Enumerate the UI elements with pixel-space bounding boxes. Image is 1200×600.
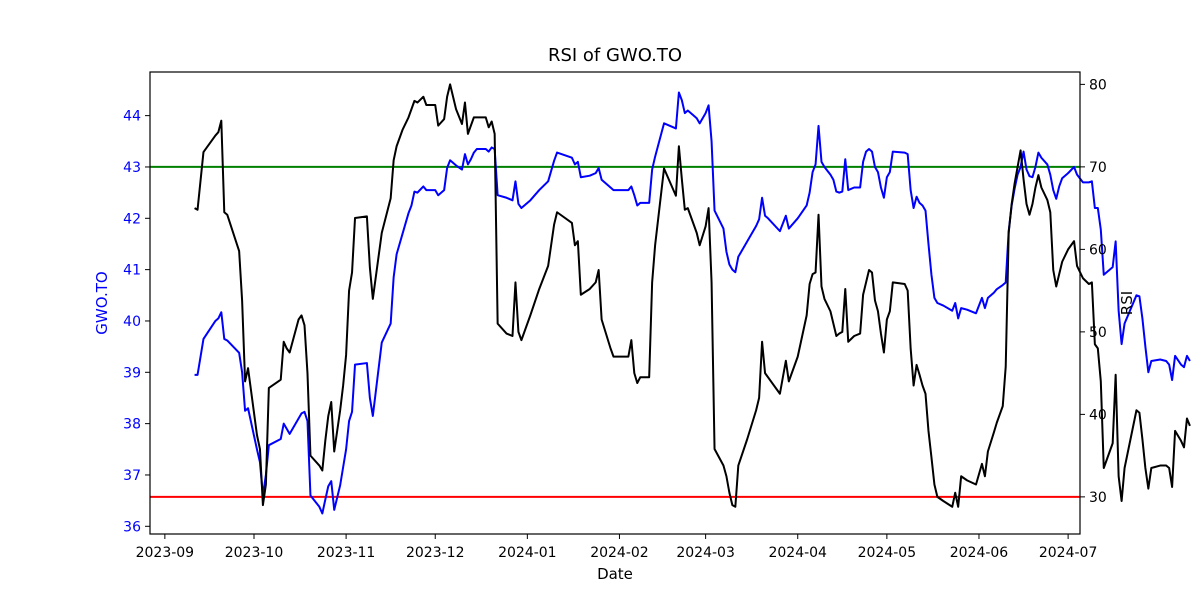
right-y-axis: 30 40 50 60 70 80 <box>1080 77 1107 506</box>
x-tick-label: 2024-01 <box>498 545 557 561</box>
right-y-tick-label: 40 <box>1089 407 1107 423</box>
left-y-tick-label: 37 <box>123 468 141 484</box>
left-y-tick-label: 42 <box>123 211 141 227</box>
left-y-axis-label: GWO.TO <box>93 271 111 334</box>
left-y-tick-label: 36 <box>123 519 141 535</box>
x-tick-label: 2024-05 <box>858 545 917 561</box>
right-y-tick-label: 70 <box>1089 160 1107 176</box>
x-tick-label: 2024-02 <box>590 545 649 561</box>
right-y-axis-label: RSI <box>1118 291 1136 315</box>
x-tick-label: 2024-03 <box>676 545 735 561</box>
threshold-lines <box>150 165 1080 498</box>
price-line <box>194 91 1191 515</box>
rsi-line <box>194 83 1191 508</box>
right-y-tick-label: 30 <box>1089 490 1107 506</box>
x-tick-label: 2023-12 <box>406 545 465 561</box>
x-axis-label: Date <box>597 565 633 583</box>
x-tick-label: 2023-11 <box>317 545 376 561</box>
left-y-tick-label: 40 <box>123 314 141 330</box>
chart-title: RSI of GWO.TO <box>548 45 682 66</box>
left-y-tick-label: 39 <box>123 365 141 381</box>
x-tick-label: 2024-04 <box>768 545 827 561</box>
right-y-tick-label: 60 <box>1089 242 1107 258</box>
x-tick-label: 2024-07 <box>1039 545 1098 561</box>
left-y-tick-label: 38 <box>123 417 141 433</box>
left-y-axis: 36 37 38 39 40 41 42 43 44 <box>123 109 150 535</box>
x-tick-label: 2024-06 <box>950 545 1009 561</box>
left-y-tick-label: 41 <box>123 263 141 279</box>
x-tick-label: 2023-10 <box>225 545 284 561</box>
right-y-tick-label: 80 <box>1089 77 1107 93</box>
left-y-tick-label: 44 <box>123 109 141 125</box>
right-y-tick-label: 50 <box>1089 325 1107 341</box>
plot-area-frame <box>149 71 1081 535</box>
x-tick-label: 2023-09 <box>136 545 195 561</box>
x-axis: 2023-09 2023-10 2023-11 2023-12 2024-01 2024-… <box>136 534 1098 561</box>
left-y-tick-label: 43 <box>123 160 141 176</box>
series-lines <box>194 83 1191 515</box>
